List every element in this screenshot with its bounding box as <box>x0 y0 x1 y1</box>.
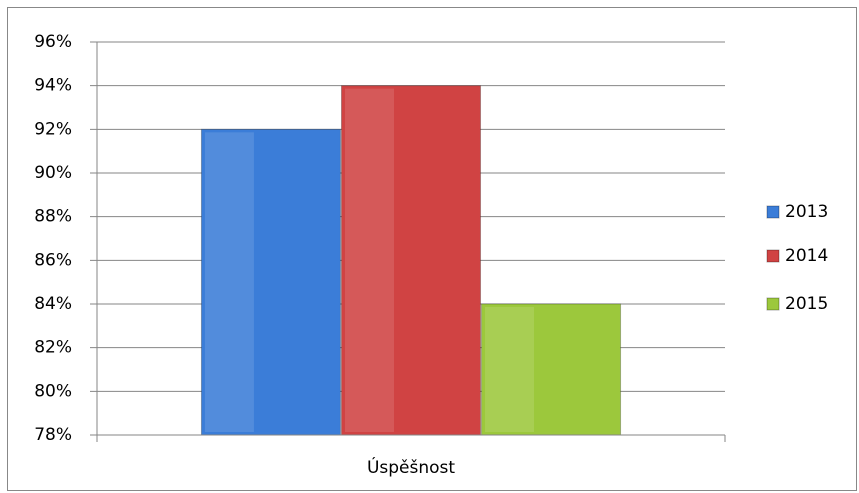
y-tick-label: 94% <box>34 76 72 96</box>
legend-swatch <box>766 205 780 219</box>
y-tick-label: 88% <box>34 207 72 227</box>
y-tick-label: 80% <box>34 381 72 401</box>
bar-shade <box>485 307 535 432</box>
legend-label: 2013 <box>785 202 828 222</box>
bar-shade <box>204 132 254 433</box>
y-tick-label: 86% <box>34 250 72 270</box>
y-tick-label: 82% <box>34 338 72 358</box>
bar-shade <box>344 88 394 433</box>
bar <box>340 85 482 436</box>
y-tick-label: 96% <box>34 32 72 52</box>
legend-swatch <box>766 297 780 311</box>
y-tick-label: 84% <box>34 294 72 314</box>
bar <box>200 128 341 436</box>
x-tick-label: Úspěšnost <box>367 456 455 478</box>
legend-label: 2014 <box>785 246 828 266</box>
y-tick-label: 78% <box>34 425 72 445</box>
legend-swatch <box>766 249 780 263</box>
y-tick-label: 92% <box>34 119 72 139</box>
legend-label: 2015 <box>785 294 828 314</box>
y-tick-label: 90% <box>34 163 72 183</box>
